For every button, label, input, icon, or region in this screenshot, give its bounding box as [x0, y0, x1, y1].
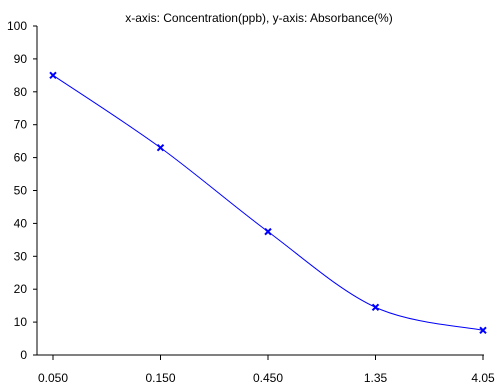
axes [33, 25, 484, 360]
y-tick-label: 70 [14, 118, 28, 132]
y-tick-label: 30 [14, 249, 28, 263]
x-tick-label: 0.050 [38, 371, 68, 385]
x-tick-label: 0.450 [253, 371, 283, 385]
chart-title: x-axis: Concentration(ppb), y-axis: Abso… [125, 11, 392, 25]
y-tick-label: 50 [14, 184, 28, 198]
data-point-marker [156, 144, 165, 152]
y-tick-label: 100 [7, 19, 27, 33]
tick-labels: 0 10 20 30 40 50 60 70 80 90 100 0.050 0.150 0.450 1.3… [7, 19, 495, 385]
y-tick-label: 60 [14, 151, 28, 165]
y-tick-label: 40 [14, 216, 28, 230]
y-tick-label: 90 [14, 52, 28, 66]
series-layer [49, 71, 487, 335]
y-tick-label: 10 [14, 315, 28, 329]
data-point-marker [479, 326, 487, 335]
y-tick-label: 20 [14, 282, 28, 296]
data-point-marker [264, 227, 272, 236]
x-tick-label: 0.150 [145, 371, 175, 385]
y-tick-label: 80 [14, 85, 28, 99]
series-line [52, 74, 484, 331]
x-tick-label: 1.35 [364, 371, 388, 385]
data-point-marker [49, 71, 57, 80]
y-tick-label: 0 [20, 348, 27, 362]
data-point-marker [371, 303, 380, 312]
x-tick-label: 4.05 [471, 371, 495, 385]
